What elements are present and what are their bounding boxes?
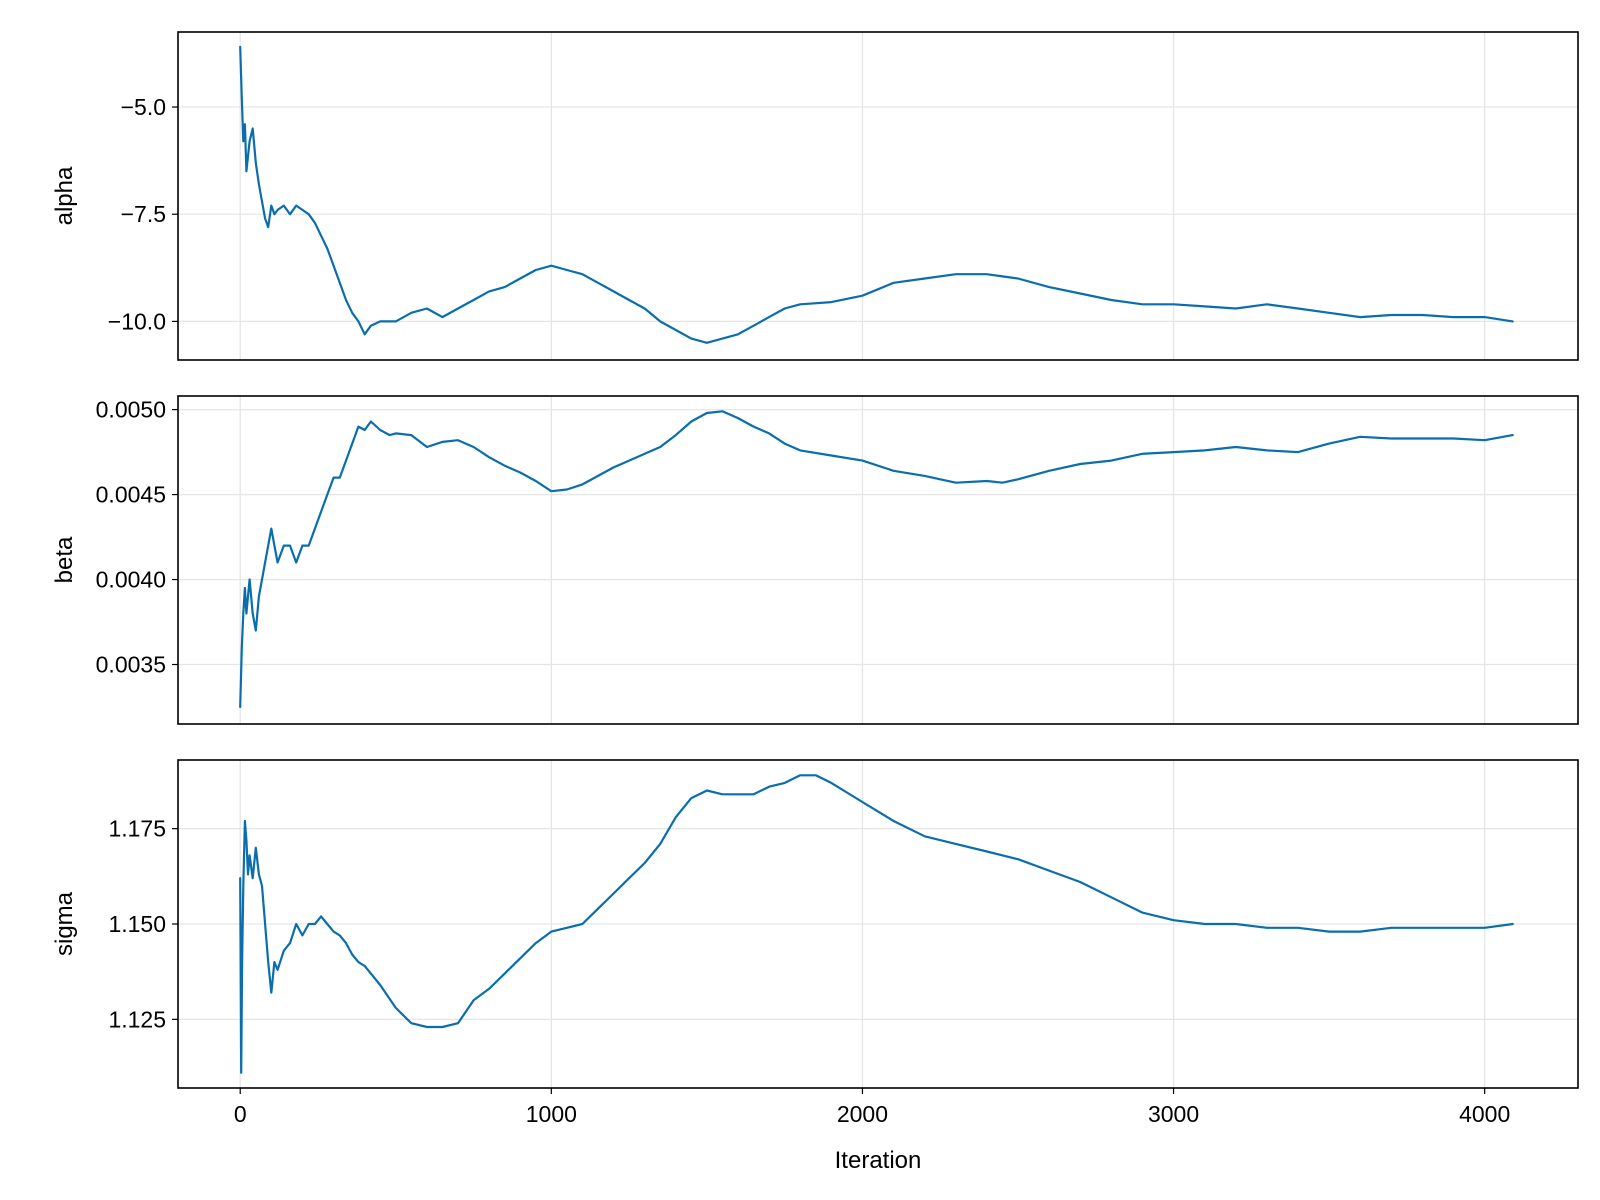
y-tick-label-beta-3: 0.0035 xyxy=(96,652,166,678)
x-tick-label-2: 2000 xyxy=(837,1101,888,1127)
panel-frame-alpha xyxy=(177,31,1579,361)
y-tick-label-beta-1: 0.0045 xyxy=(96,482,166,508)
y-tick-label-beta-2: 0.0040 xyxy=(96,567,166,593)
x-axis-label: Iteration xyxy=(835,1147,922,1174)
panel-frame-beta xyxy=(177,395,1579,725)
panel-frame-sigma xyxy=(177,759,1579,1089)
x-tick-label-1: 1000 xyxy=(526,1101,577,1127)
y-tick-label-beta-0: 0.0050 xyxy=(96,397,166,423)
panel-alpha: −5.0 −7.5 −10.0 alpha xyxy=(51,31,1579,361)
series-line-beta xyxy=(239,410,1514,709)
x-tick-label-4: 4000 xyxy=(1459,1101,1510,1127)
series-line-alpha xyxy=(239,45,1514,344)
y-tick-label-sigma-1: 1.150 xyxy=(108,911,166,937)
series-line-sigma xyxy=(239,774,1514,1074)
y-axis-label-beta: beta xyxy=(51,536,78,583)
panel-beta: 0.0050 0.0045 0.0040 0.0035 beta xyxy=(51,395,1579,725)
y-axis-label-alpha: alpha xyxy=(51,166,78,225)
panel-sigma: 1.175 1.150 1.125 sigma 0 1000 2000 3000 4000 xyxy=(51,759,1579,1127)
y-tick-label-alpha-0: −5.0 xyxy=(121,94,166,120)
x-tick-label-0: 0 xyxy=(234,1101,247,1127)
y-axis-label-sigma: sigma xyxy=(51,891,78,956)
x-tick-label-3: 3000 xyxy=(1148,1101,1199,1127)
y-tick-label-sigma-0: 1.175 xyxy=(108,816,166,842)
y-tick-label-alpha-2: −10.0 xyxy=(108,308,166,334)
y-tick-label-alpha-1: −7.5 xyxy=(121,201,166,227)
y-tick-label-sigma-2: 1.125 xyxy=(108,1006,166,1032)
